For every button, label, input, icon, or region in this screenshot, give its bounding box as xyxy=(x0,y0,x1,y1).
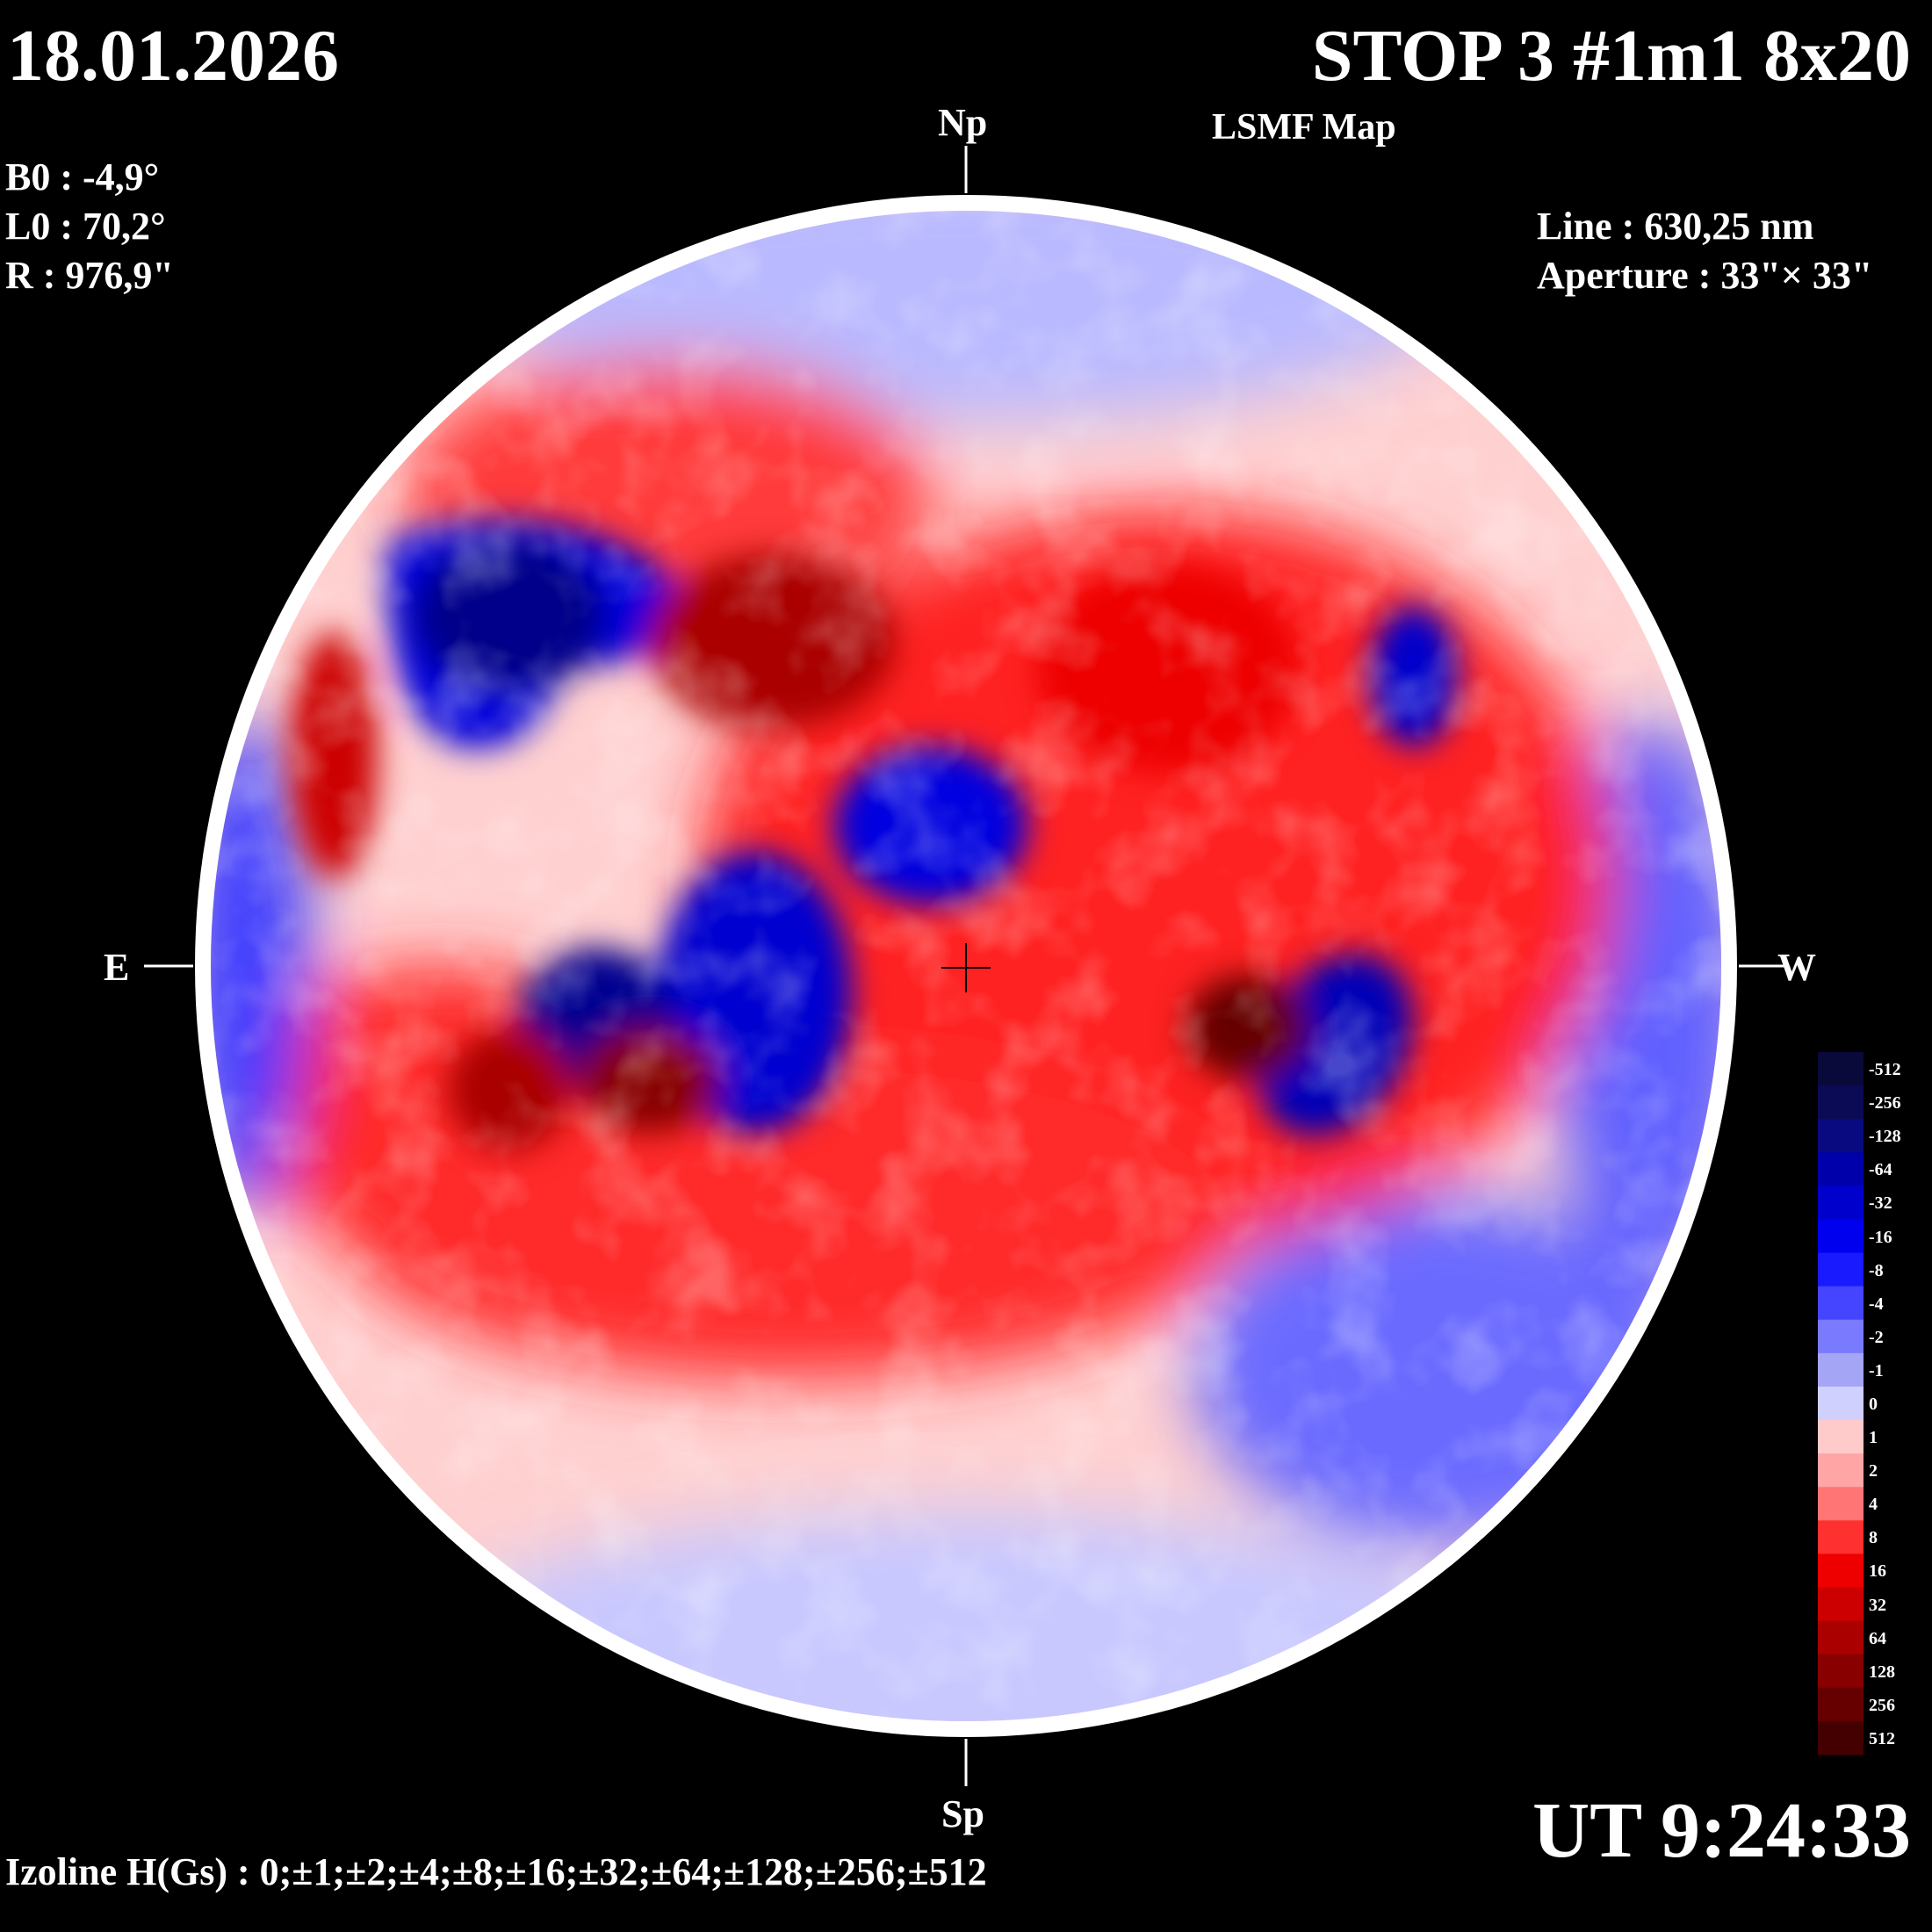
colorbar-swatch xyxy=(1818,1453,1864,1488)
aperture: Aperture : 33"× 33" xyxy=(1537,254,1873,297)
colorbar-swatch xyxy=(1818,1520,1864,1554)
colorbar-label: 16 xyxy=(1869,1561,1886,1582)
colorbar-swatch xyxy=(1818,1119,1864,1153)
west-label: W xyxy=(1777,946,1816,989)
colorbar-label: -32 xyxy=(1869,1193,1892,1214)
colorbar-swatch xyxy=(1818,1219,1864,1254)
colorbar-swatch xyxy=(1818,1720,1864,1755)
colorbar-swatch xyxy=(1818,1420,1864,1454)
spectral-line: Line : 630,25 nm xyxy=(1537,205,1814,248)
map-subtitle: LSMF Map xyxy=(1212,107,1396,148)
colorbar-label: 512 xyxy=(1869,1728,1895,1748)
colorbar-label: -128 xyxy=(1869,1127,1901,1147)
colorbar-label: -1 xyxy=(1869,1360,1884,1381)
colorbar-label: 2 xyxy=(1869,1461,1878,1481)
colorbar-swatch xyxy=(1818,1587,1864,1622)
colorbar-swatch xyxy=(1818,1352,1864,1388)
colorbar-label: -256 xyxy=(1869,1093,1901,1114)
colorbar-swatch xyxy=(1818,1186,1864,1220)
colorbar-swatch xyxy=(1818,1487,1864,1521)
colorbar-label: 256 xyxy=(1869,1695,1895,1715)
colorbar-swatch xyxy=(1818,1085,1864,1120)
colorbar-label: 4 xyxy=(1869,1495,1878,1515)
colorbar-label: 64 xyxy=(1869,1628,1886,1648)
colorbar-label: -64 xyxy=(1869,1160,1892,1180)
east-label: E xyxy=(104,946,130,989)
colorbar-swatch xyxy=(1818,1252,1864,1287)
colorbar-label: -8 xyxy=(1869,1260,1884,1280)
colorbar xyxy=(1818,1052,1864,1755)
param-radius: R : 976,9" xyxy=(5,254,174,297)
south-pole-label: Sp xyxy=(941,1792,984,1835)
colorbar-swatch xyxy=(1818,1386,1864,1421)
colorbar-swatch xyxy=(1818,1687,1864,1722)
map-title: STOP 3 #1m1 8x20 xyxy=(1311,15,1911,97)
colorbar-label: 128 xyxy=(1869,1662,1895,1682)
colorbar-label: 32 xyxy=(1869,1595,1886,1615)
colorbar-label: 0 xyxy=(1869,1395,1878,1414)
colorbar-swatch xyxy=(1818,1286,1864,1321)
colorbar-swatch xyxy=(1818,1052,1864,1086)
colorbar-label: -4 xyxy=(1869,1294,1884,1314)
center-crosshair xyxy=(941,943,991,992)
param-b0: B0 : -4,9° xyxy=(5,155,160,198)
colorbar-label: -512 xyxy=(1869,1060,1901,1080)
colorbar-swatch xyxy=(1818,1319,1864,1354)
ut-time: UT 9:24:33 xyxy=(1532,1787,1911,1874)
izoline-legend: Izoline H(Gs) : 0;±1;±2;±4;±8;±16;±32;±6… xyxy=(5,1850,987,1893)
north-pole-label: Np xyxy=(938,101,988,144)
colorbar-swatch xyxy=(1818,1554,1864,1589)
param-l0: L0 : 70,2° xyxy=(5,205,166,248)
colorbar-label: 1 xyxy=(1869,1428,1878,1448)
colorbar-swatch xyxy=(1818,1152,1864,1186)
observation-date: 18.01.2026 xyxy=(7,15,339,97)
colorbar-label: -16 xyxy=(1869,1227,1892,1247)
colorbar-swatch xyxy=(1818,1654,1864,1689)
colorbar-label: 8 xyxy=(1869,1528,1878,1548)
orientation-ticks xyxy=(144,146,1786,1786)
colorbar-label: -2 xyxy=(1869,1327,1884,1347)
colorbar-swatch xyxy=(1818,1620,1864,1655)
